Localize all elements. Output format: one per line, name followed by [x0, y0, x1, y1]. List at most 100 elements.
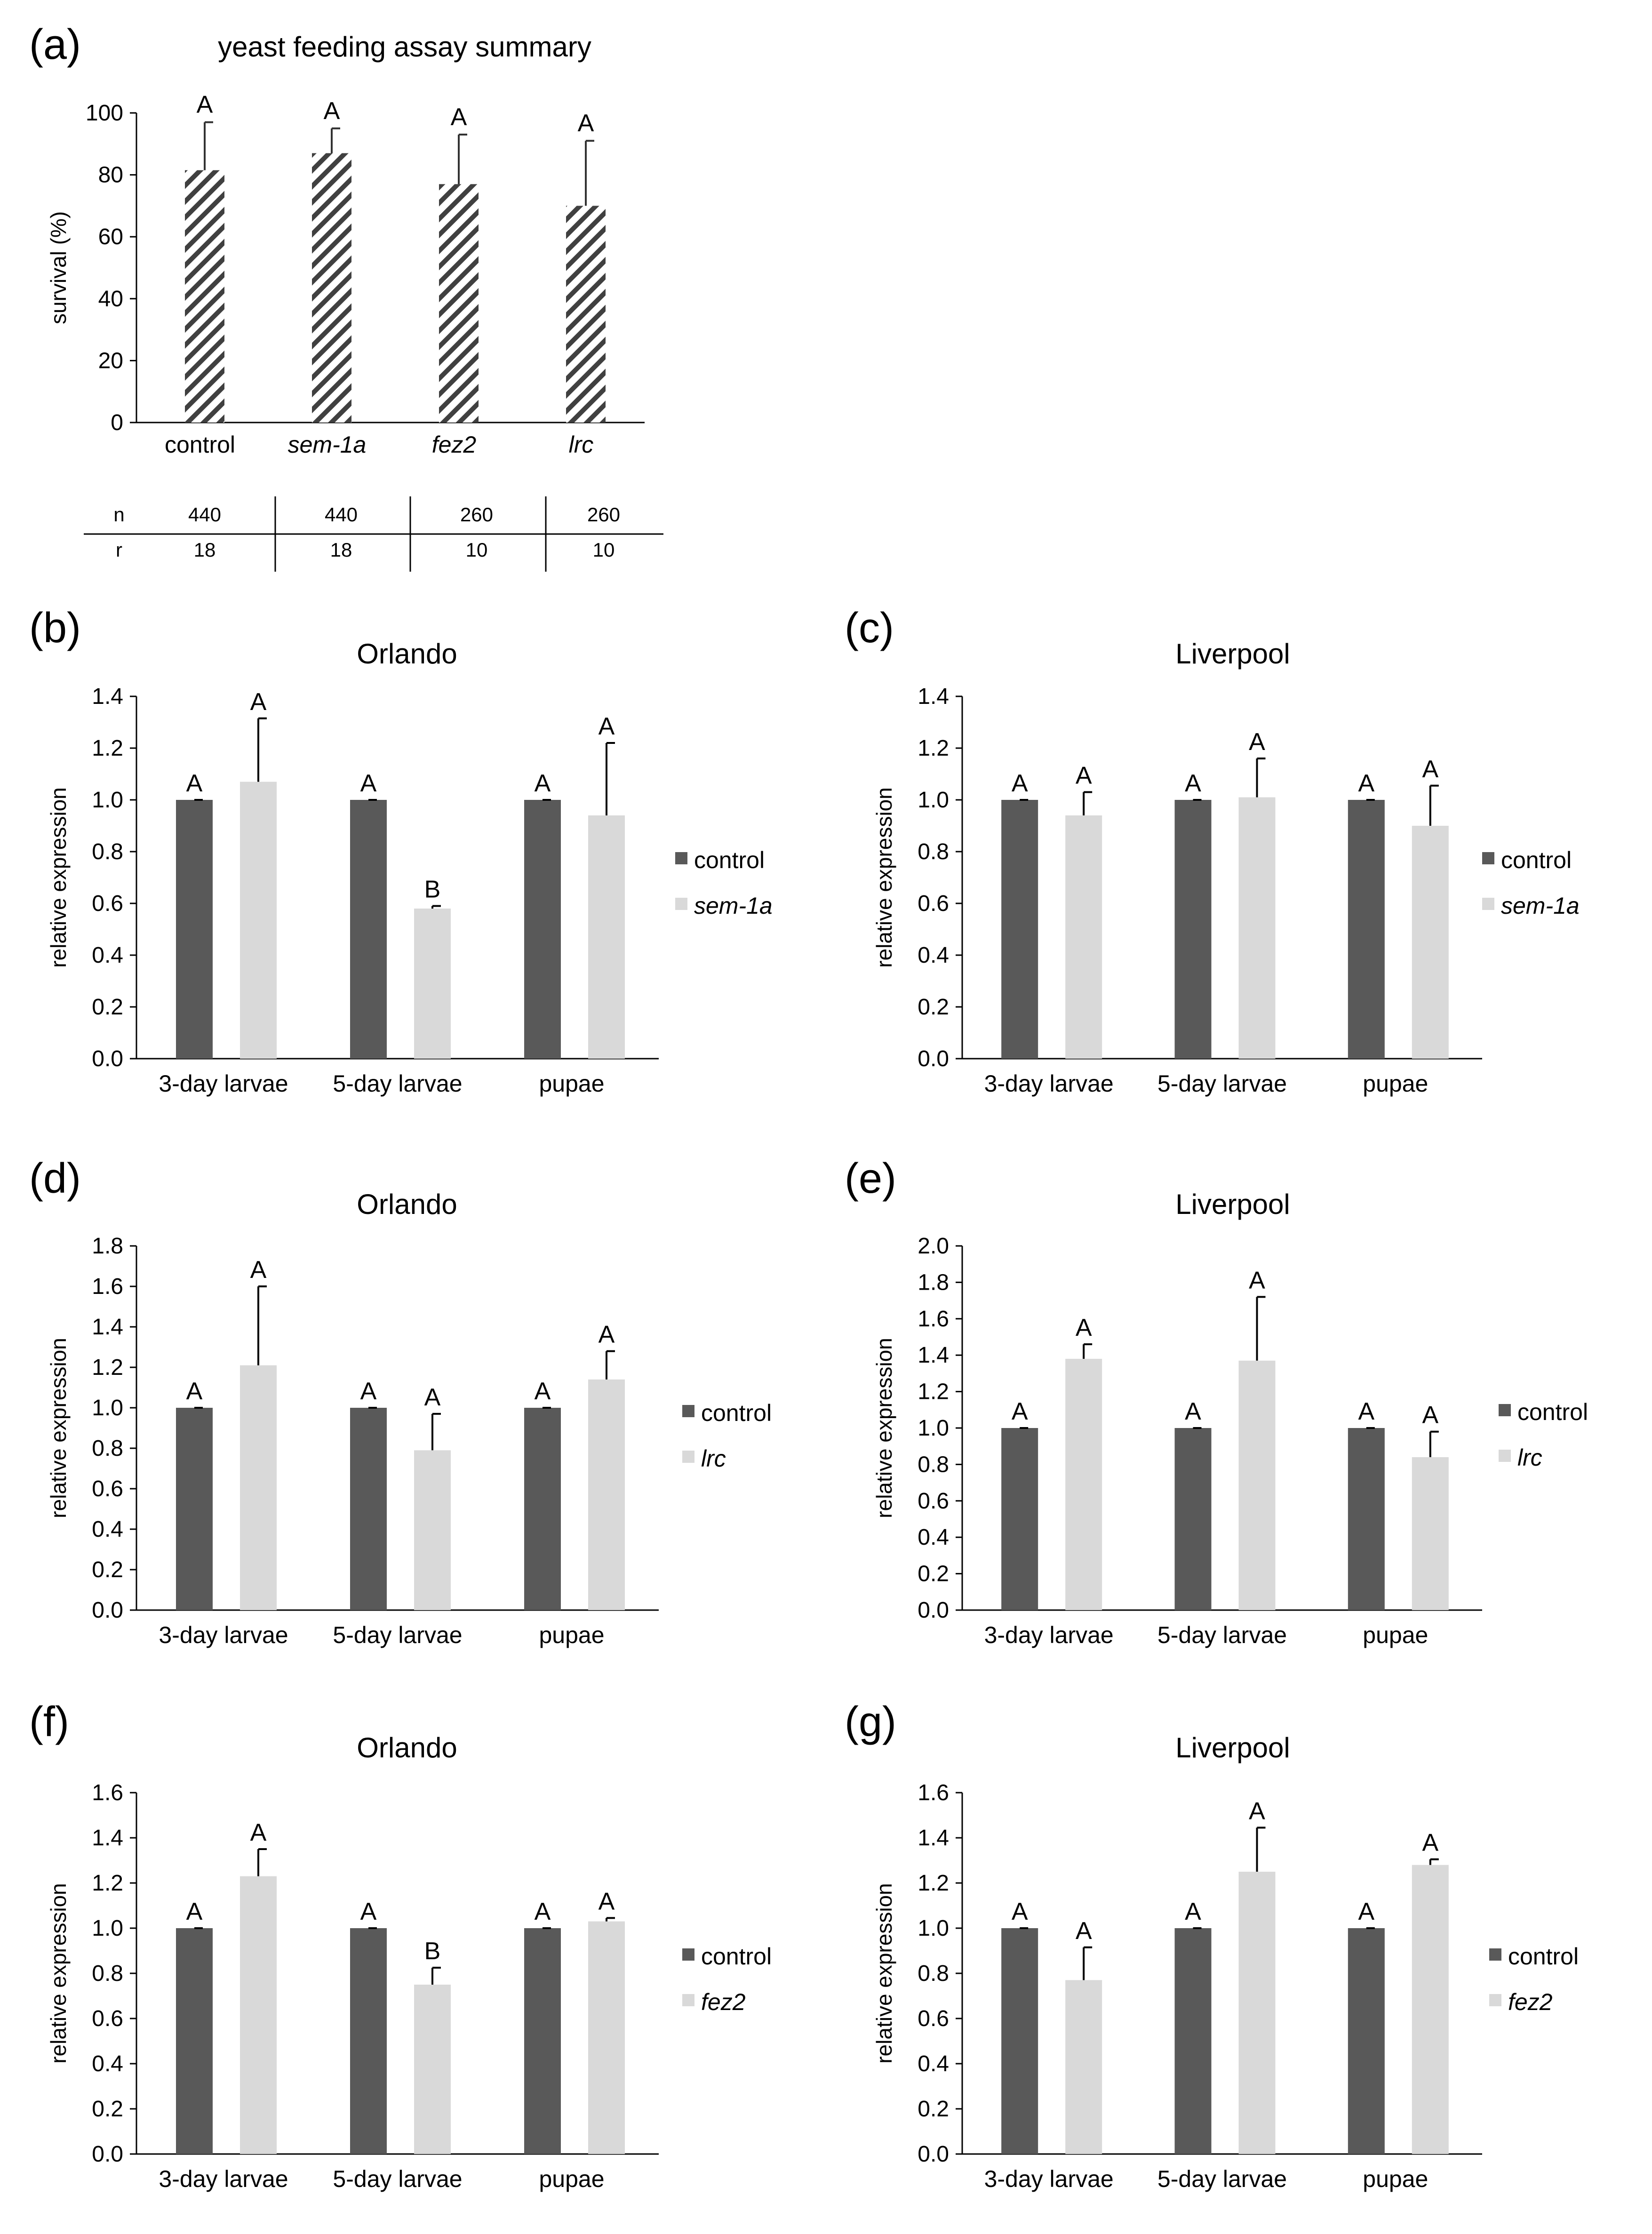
- x-tick-label: 3-day larvae: [984, 1070, 1114, 1097]
- y-tick-label: 0.6: [918, 891, 949, 916]
- legend-swatch: [682, 1405, 694, 1417]
- y-tick-label: 1.2: [918, 736, 949, 761]
- chart-panel-g: (g) Liverpool 0.0 0.2 0.4 0.6 0.8 1.0 1.2 1.4 1.6 r…: [845, 1699, 1579, 2192]
- y-tick-label: 0.2: [92, 995, 123, 1020]
- legend-swatch: [1482, 898, 1494, 910]
- bar-treatment: [1238, 1872, 1276, 2154]
- bar-treatment: [240, 782, 277, 1059]
- y-tick-label: 0.6: [918, 1489, 949, 1514]
- y-tick-label: 0.8: [918, 839, 949, 864]
- bar-control: [524, 800, 561, 1059]
- y-axis-label: relative expression: [46, 1883, 71, 2064]
- chart-title: Orlando: [357, 1732, 457, 1763]
- legend-label: control: [701, 1943, 772, 1970]
- significance-letter: A: [250, 1819, 267, 1846]
- legend-swatch: [1499, 1404, 1511, 1416]
- bar-control: [1001, 1928, 1038, 2154]
- bar-control: [176, 1928, 213, 2154]
- x-tick-label: 5-day larvae: [1157, 1622, 1287, 1648]
- y-tick-label: 1.6: [918, 1780, 949, 1805]
- y-axis-label: relative expression: [872, 787, 896, 968]
- y-tick-label: 1.0: [918, 1416, 949, 1441]
- y-tick-label: 0.8: [918, 1452, 949, 1477]
- bar-control: [1174, 1928, 1212, 2154]
- y-tick-label: 1.4: [92, 1826, 123, 1851]
- y-tick-label: 1.4: [92, 1315, 123, 1340]
- x-tick-label: pupae: [1363, 2166, 1428, 2192]
- table-cell-n: 260: [587, 503, 620, 526]
- significance-letter: A: [186, 1898, 203, 1925]
- y-tick-label: 1.2: [92, 1355, 123, 1380]
- chart-panel-c: (c) Liverpool 0.0 0.2 0.4 0.6 0.8 1.0 1.2 1.4 rela…: [845, 605, 1580, 1097]
- y-tick-label: 0.4: [92, 2051, 123, 2076]
- significance-letter: A: [1012, 1898, 1028, 1925]
- table-cell-n: 260: [460, 503, 493, 526]
- y-tick-label: 1.0: [918, 1916, 949, 1941]
- x-tick-label: pupae: [539, 1070, 604, 1097]
- chart-title: Orlando: [357, 1189, 457, 1220]
- y-tick-label: 0.0: [918, 2142, 949, 2167]
- bar-control: [1348, 1928, 1385, 2154]
- x-tick-label: 3-day larvae: [159, 1070, 288, 1097]
- y-tick-label: 2.0: [918, 1234, 949, 1259]
- bar-control: [350, 800, 387, 1059]
- legend-label: lrc: [1517, 1444, 1542, 1471]
- y-tick-label: 0.8: [92, 839, 123, 864]
- bar-control: [1174, 1428, 1212, 1610]
- x-tick-label: lrc: [569, 431, 594, 458]
- y-axis-label: relative expression: [46, 1338, 71, 1518]
- bar-treatment: [414, 909, 451, 1059]
- y-tick-label: 0.4: [918, 2051, 949, 2076]
- chart-title: yeast feeding assay summary: [218, 31, 591, 63]
- legend-label: control: [1501, 847, 1572, 873]
- chart-panel-f: (f) Orlando 0.0 0.2 0.4 0.6 0.8 1.0 1.2 1.4 1.6 rel…: [29, 1699, 772, 2192]
- y-tick-label: 80: [98, 163, 123, 188]
- x-tick-label: 5-day larvae: [333, 1622, 462, 1648]
- panel-label: (b): [29, 605, 81, 652]
- y-tick-label: 1.6: [92, 1274, 123, 1299]
- bar-treatment: [414, 1450, 451, 1610]
- significance-letter: A: [599, 713, 615, 740]
- table-cell-r: 10: [593, 539, 615, 561]
- legend-label: control: [694, 847, 765, 873]
- legend-swatch: [1499, 1450, 1511, 1462]
- legend-label: fez2: [1508, 1989, 1553, 2015]
- bar-treatment: [240, 1365, 277, 1610]
- table-row-label: n: [113, 503, 124, 526]
- significance-letter: A: [424, 1384, 441, 1411]
- bar-survival: [185, 170, 224, 423]
- significance-letter: A: [186, 770, 203, 797]
- table-cell-r: 18: [330, 539, 352, 561]
- x-tick-label: 3-day larvae: [159, 1622, 288, 1648]
- panel-label: (e): [845, 1155, 896, 1202]
- x-tick-label: 5-day larvae: [333, 2166, 462, 2192]
- bar-control: [1348, 1428, 1385, 1610]
- y-tick-label: 0.8: [92, 1436, 123, 1461]
- y-tick-label: 40: [98, 287, 123, 311]
- x-tick-label: 5-day larvae: [333, 1070, 462, 1097]
- y-tick-label: 100: [86, 101, 123, 126]
- table-cell-r: 18: [194, 539, 216, 561]
- y-tick-label: 1.0: [92, 788, 123, 813]
- sample-size-table: nr 440 440 260 260 18 18 10 10: [84, 496, 663, 572]
- bar-treatment: [240, 1876, 277, 2154]
- y-axis-label: relative expression: [46, 787, 71, 968]
- bar-treatment: [1065, 1358, 1102, 1610]
- y-tick-label: 1.2: [92, 1871, 123, 1896]
- significance-letter: A: [360, 1898, 377, 1925]
- significance-letter: A: [250, 1256, 267, 1284]
- y-tick-label: 0.4: [918, 943, 949, 968]
- significance-letter: A: [535, 770, 551, 797]
- significance-letter: A: [1185, 770, 1201, 797]
- significance-letter: A: [535, 1898, 551, 1925]
- panel-label: (d): [29, 1155, 81, 1202]
- bar-survival: [439, 184, 479, 423]
- y-tick-label: 0: [111, 410, 123, 435]
- significance-letter: A: [1012, 770, 1028, 797]
- bar-control: [1348, 800, 1385, 1059]
- y-tick-label: 0.6: [92, 1476, 123, 1501]
- y-tick-label: 1.2: [918, 1871, 949, 1896]
- y-tick-label: 0.4: [918, 1525, 949, 1550]
- bar-treatment: [588, 815, 625, 1059]
